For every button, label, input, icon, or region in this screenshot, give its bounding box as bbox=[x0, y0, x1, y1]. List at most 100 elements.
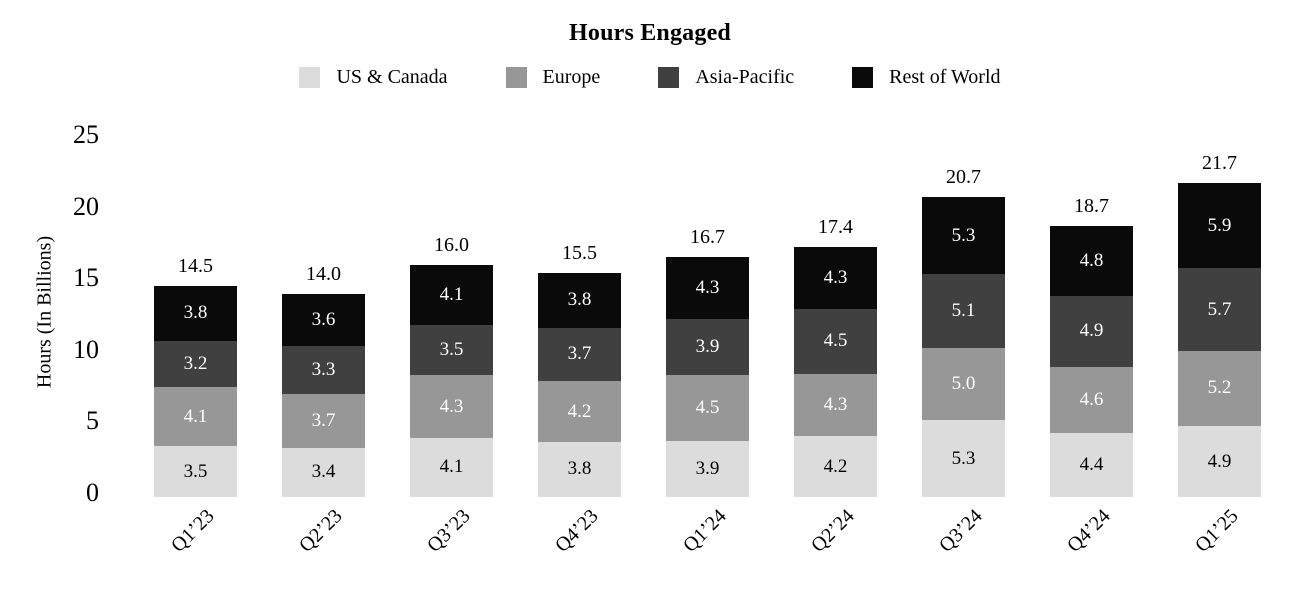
bar-segment: 5.9 bbox=[1178, 182, 1261, 269]
x-axis-label: Q2’23 bbox=[295, 505, 348, 557]
bar-segment: 3.5 bbox=[154, 446, 237, 497]
bar-total-label: 18.7 bbox=[1074, 195, 1109, 218]
bar-total-label: 16.0 bbox=[434, 234, 469, 257]
plot-area: 3.5 4.1 3.2 3.8 14.5 3.4 3.7 3.3 3.6 14.0 4.1 4.3 3.… bbox=[154, 135, 1261, 497]
bar-segment: 4.8 bbox=[1050, 226, 1133, 296]
bar: 3.4 3.7 3.3 3.6 14.0 bbox=[282, 263, 365, 497]
segment-value-label: 3.8 bbox=[183, 302, 208, 324]
bar-segment: 4.1 bbox=[410, 265, 493, 325]
bar-segment: 3.4 bbox=[282, 447, 365, 497]
segment-value-label: 3.8 bbox=[567, 458, 592, 480]
segment-value-label: 4.5 bbox=[695, 396, 720, 418]
bar-segment: 4.3 bbox=[794, 373, 877, 437]
bar-total-label: 14.5 bbox=[178, 254, 213, 277]
segment-value-label: 3.9 bbox=[695, 457, 720, 479]
bar: 4.2 4.3 4.5 4.3 17.4 bbox=[794, 216, 877, 497]
x-axis-label: Q1’23 bbox=[167, 505, 220, 557]
legend-item: Rest of World bbox=[852, 66, 1001, 89]
legend: US & Canada Europe Asia-Pacific Rest of Wor… bbox=[0, 66, 1300, 89]
bar-segment: 3.6 bbox=[282, 294, 365, 347]
legend-swatch bbox=[852, 67, 874, 88]
y-axis-title: Hours (In Billions) bbox=[33, 235, 56, 389]
segment-value-label: 4.2 bbox=[567, 400, 592, 422]
bar-segment: 3.9 bbox=[666, 440, 749, 497]
bar-segment: 4.4 bbox=[1050, 433, 1133, 497]
y-tick-label: 20 bbox=[73, 191, 99, 221]
segment-value-label: 5.3 bbox=[951, 447, 976, 469]
bar-segment: 4.5 bbox=[666, 375, 749, 441]
segment-value-label: 3.9 bbox=[695, 336, 720, 358]
bar-segment: 4.1 bbox=[154, 386, 237, 447]
y-tick-label: 15 bbox=[73, 263, 99, 293]
legend-swatch bbox=[658, 67, 680, 88]
segment-value-label: 4.1 bbox=[439, 284, 464, 306]
bar: 4.9 5.2 5.7 5.9 21.7 bbox=[1178, 152, 1261, 497]
segment-value-label: 3.8 bbox=[567, 289, 592, 311]
bar-segment: 3.2 bbox=[154, 340, 237, 387]
segment-value-label: 4.8 bbox=[1079, 250, 1104, 272]
bar-segment: 5.1 bbox=[922, 274, 1005, 348]
bar-segment: 4.6 bbox=[1050, 366, 1133, 434]
bar-segment: 4.5 bbox=[794, 308, 877, 374]
segment-value-label: 5.7 bbox=[1207, 298, 1232, 320]
segment-value-label: 5.0 bbox=[951, 373, 976, 395]
legend-label: Asia-Pacific bbox=[695, 66, 795, 88]
x-axis-label: Q1’24 bbox=[679, 505, 732, 557]
bar: 4.1 4.3 3.5 4.1 16.0 bbox=[410, 234, 493, 497]
bar-segment: 4.3 bbox=[794, 246, 877, 309]
legend-item: Asia-Pacific bbox=[658, 66, 794, 89]
segment-value-label: 3.5 bbox=[439, 339, 464, 361]
segment-value-label: 5.2 bbox=[1207, 377, 1232, 399]
legend-label: Rest of World bbox=[889, 66, 1001, 88]
segment-value-label: 5.1 bbox=[951, 299, 976, 321]
segment-value-label: 3.7 bbox=[567, 343, 592, 365]
y-tick-label: 5 bbox=[86, 406, 99, 436]
bar-segment: 4.2 bbox=[794, 436, 877, 497]
segment-value-label: 3.7 bbox=[311, 410, 336, 431]
chart-title: Hours Engaged bbox=[569, 20, 731, 46]
bar-segment: 5.3 bbox=[922, 420, 1005, 497]
legend-label: Europe bbox=[542, 66, 601, 88]
bar-segment: 3.9 bbox=[666, 318, 749, 376]
bar: 3.5 4.1 3.2 3.8 14.5 bbox=[154, 255, 237, 497]
segment-value-label: 4.5 bbox=[823, 330, 848, 352]
segment-value-label: 4.2 bbox=[823, 455, 848, 477]
bar-segment: 5.0 bbox=[922, 347, 1005, 421]
legend-swatch bbox=[505, 67, 527, 88]
segment-value-label: 3.3 bbox=[311, 359, 336, 381]
segment-value-label: 4.1 bbox=[183, 405, 208, 427]
bar-segment: 5.7 bbox=[1178, 268, 1261, 351]
bar-segment: 3.7 bbox=[282, 394, 365, 448]
bar: 4.4 4.6 4.9 4.8 18.7 bbox=[1050, 195, 1133, 497]
x-axis-label: Q1’25 bbox=[1191, 505, 1244, 557]
bar-segment: 3.7 bbox=[538, 327, 621, 382]
x-axis-label: Q3’24 bbox=[935, 505, 988, 557]
x-axis-labels: Q1’23 Q2’23 Q3’23 Q4’23 Q1’24 Q2’24 Q3’24 Q4’24… bbox=[154, 505, 1261, 585]
segment-value-label: 4.3 bbox=[823, 266, 848, 288]
bar-total-label: 16.7 bbox=[690, 225, 725, 248]
bar-segment: 3.8 bbox=[538, 272, 621, 328]
segment-value-label: 4.3 bbox=[695, 276, 720, 298]
bar-segment: 3.8 bbox=[154, 285, 237, 341]
bar-segment: 4.2 bbox=[538, 381, 621, 442]
segment-value-label: 3.2 bbox=[183, 352, 208, 374]
x-axis-label: Q4’24 bbox=[1063, 505, 1116, 557]
segment-value-label: 4.1 bbox=[439, 456, 464, 478]
legend-label: US & Canada bbox=[336, 66, 448, 88]
x-axis-label: Q4’23 bbox=[551, 505, 604, 557]
bar-segment: 5.2 bbox=[1178, 350, 1261, 427]
bar-segment: 5.3 bbox=[922, 197, 1005, 275]
segment-value-label: 4.6 bbox=[1079, 389, 1104, 410]
bar-segment: 4.3 bbox=[410, 375, 493, 438]
bar-segment: 3.3 bbox=[282, 346, 365, 395]
bar-total-label: 15.5 bbox=[562, 241, 597, 264]
bar-segment: 3.5 bbox=[410, 324, 493, 376]
bar-total-label: 20.7 bbox=[946, 166, 981, 189]
segment-value-label: 3.6 bbox=[311, 309, 336, 331]
bar: 5.3 5.0 5.1 5.3 20.7 bbox=[922, 166, 1005, 497]
y-tick-label: 10 bbox=[73, 334, 99, 364]
bar: 3.8 4.2 3.7 3.8 15.5 bbox=[538, 242, 621, 497]
segment-value-label: 4.3 bbox=[439, 395, 464, 417]
segment-value-label: 4.9 bbox=[1207, 450, 1232, 472]
